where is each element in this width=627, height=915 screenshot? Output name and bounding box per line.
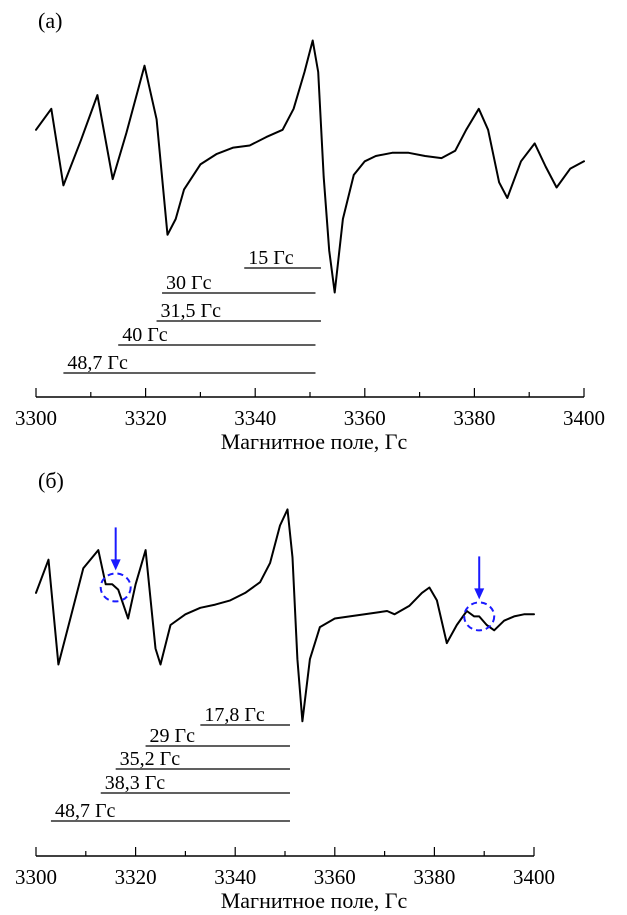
- x-axis-title: Магнитное поле, Гс: [221, 888, 408, 913]
- highlight-circle: [99, 572, 132, 603]
- panel-label: (б): [38, 468, 64, 493]
- x-tick-label: 3360: [314, 865, 356, 889]
- spectrum-line: [35, 508, 535, 723]
- spectrum-line: [35, 39, 585, 294]
- x-tick-label: 3400: [563, 406, 605, 430]
- splitting-label: 31,5 Гс: [161, 300, 222, 322]
- splitting-label: 48,7 Гс: [67, 352, 128, 374]
- x-tick-label: 3320: [115, 865, 157, 889]
- x-tick-label: 3340: [234, 406, 276, 430]
- arrow-head: [474, 588, 485, 600]
- highlight-circle: [463, 601, 496, 632]
- panel-label: (а): [38, 8, 62, 33]
- splitting-label: 35,2 Гс: [120, 748, 181, 770]
- x-tick-label: 3300: [15, 406, 57, 430]
- splitting-label: 29 Гс: [150, 725, 196, 747]
- x-tick-label: 3340: [214, 865, 256, 889]
- x-tick-label: 3300: [15, 865, 57, 889]
- x-tick-label: 3380: [413, 865, 455, 889]
- x-tick-label: 3320: [125, 406, 167, 430]
- splitting-label: 48,7 Гс: [55, 800, 116, 822]
- arrow-head: [110, 559, 121, 571]
- splitting-label: 17,8 Гс: [204, 704, 265, 726]
- x-axis-title: Магнитное поле, Гс: [221, 429, 408, 454]
- splitting-label: 15 Гс: [248, 247, 294, 269]
- x-tick-label: 3400: [513, 865, 555, 889]
- splitting-label: 40 Гс: [122, 324, 168, 346]
- splitting-label: 38,3 Гс: [105, 772, 166, 794]
- x-tick-label: 3360: [344, 406, 386, 430]
- splitting-label: 30 Гс: [166, 272, 212, 294]
- x-tick-label: 3380: [453, 406, 495, 430]
